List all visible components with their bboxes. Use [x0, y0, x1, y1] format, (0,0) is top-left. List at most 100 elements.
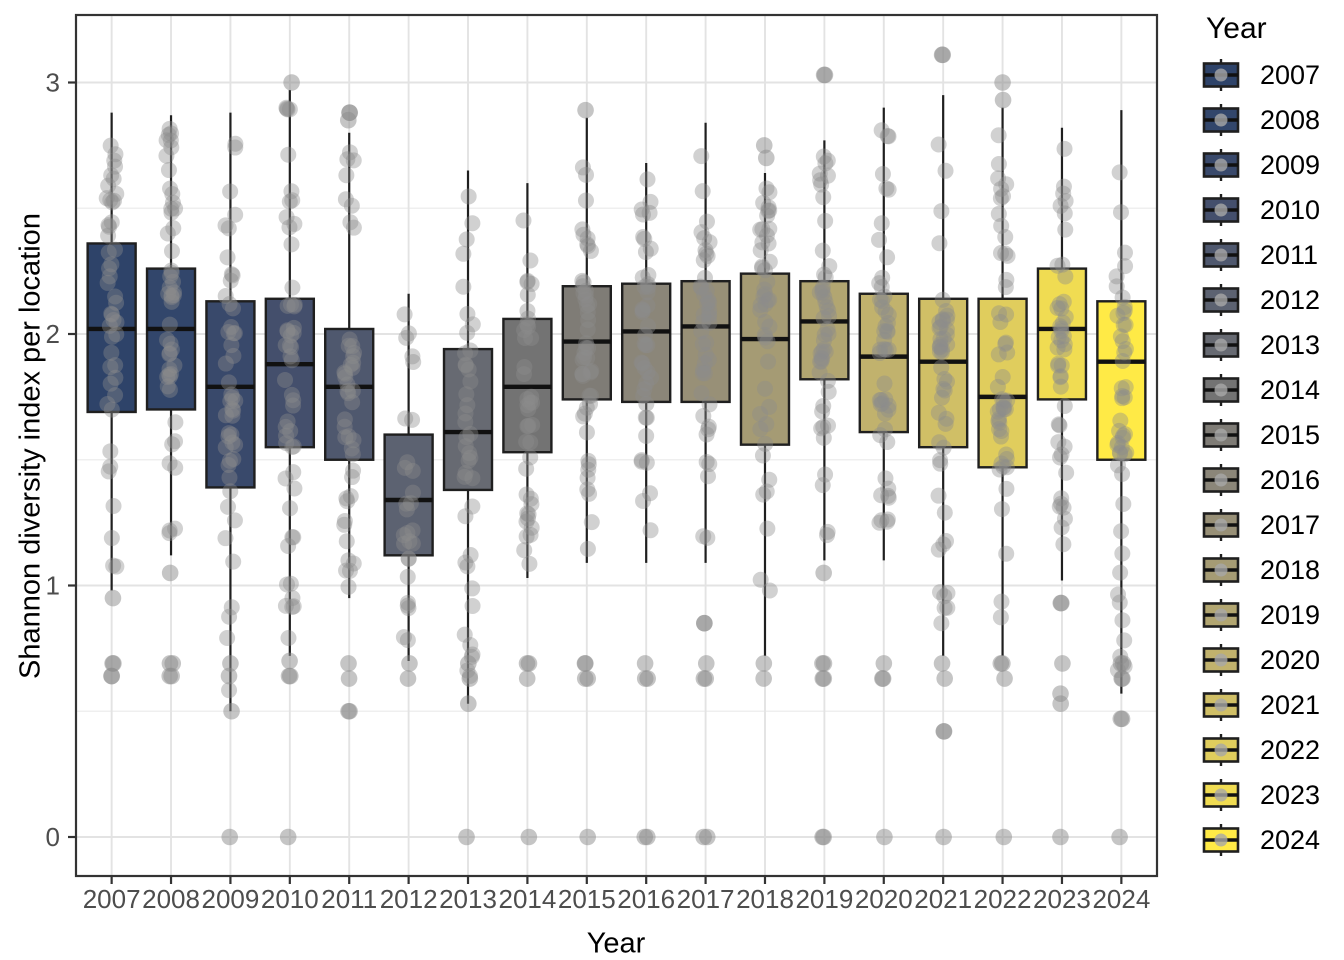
legend-item-label: 2009 — [1260, 150, 1321, 180]
legend-key-boxplot-icon — [1202, 779, 1240, 811]
legend-item-label: 2010 — [1260, 195, 1321, 225]
legend-key-boxplot-icon — [1202, 59, 1240, 91]
legend-item-2014: 2014 — [1202, 374, 1320, 406]
x-tick-label: 2024 — [1092, 884, 1150, 914]
boxplot-2012 — [383, 293, 434, 661]
legend-item-2022: 2022 — [1202, 734, 1320, 766]
jitter-points-2012 — [395, 306, 422, 687]
x-tick-label: 2014 — [498, 884, 556, 914]
legend-title: Year — [1206, 12, 1267, 45]
boxplot-2007 — [86, 112, 137, 591]
legend-key-boxplot-icon — [1202, 509, 1240, 541]
legend-key-boxplot-icon — [1202, 644, 1240, 676]
legend-key-boxplot-icon — [1202, 374, 1240, 406]
legend-key-boxplot-icon — [1202, 419, 1240, 451]
legend-item-2019: 2019 — [1202, 599, 1320, 631]
boxplot-2014 — [502, 183, 553, 578]
legend-item-label: 2019 — [1260, 600, 1321, 630]
x-tick-label: 2016 — [617, 884, 675, 914]
legend-item-label: 2011 — [1260, 240, 1319, 270]
jitter-points-2013 — [455, 188, 481, 846]
y-axis-title: Shannon diversity index per location — [14, 213, 47, 679]
jitter-points-2018 — [752, 137, 778, 687]
boxplot-2010 — [264, 90, 316, 656]
legend-item-2009: 2009 — [1202, 149, 1320, 181]
x-tick-label: 2019 — [795, 884, 853, 914]
jitter-points-2009 — [217, 135, 244, 846]
legend-item-2018: 2018 — [1202, 554, 1320, 586]
legend-item-label: 2015 — [1260, 420, 1321, 450]
boxplot-2013 — [442, 170, 494, 704]
x-tick-label: 2015 — [558, 884, 616, 914]
x-tick-label: 2013 — [439, 884, 497, 914]
jitter-points-2008 — [158, 120, 184, 685]
legend-item-2013: 2013 — [1202, 329, 1320, 361]
boxplot-2023 — [1036, 127, 1088, 581]
legend: Year 2007 2008 2009 2010 2011 2012 2013 2014 201… — [1196, 0, 1344, 960]
jitter-points-2022 — [989, 74, 1016, 846]
y-tick-label: 3 — [46, 68, 60, 98]
legend-item-2024: 2024 — [1202, 824, 1320, 856]
boxplot-2018 — [739, 173, 791, 656]
jitter-points-2014 — [515, 212, 541, 846]
jitter-points-2019 — [811, 66, 838, 846]
x-tick-label: 2023 — [1033, 884, 1091, 914]
legend-item-label: 2022 — [1260, 735, 1321, 765]
legend-item-label: 2012 — [1260, 285, 1321, 315]
x-tick-label: 2020 — [855, 884, 913, 914]
legend-key-boxplot-icon — [1202, 284, 1240, 316]
legend-item-label: 2007 — [1260, 60, 1321, 90]
boxplot-2020 — [858, 107, 909, 561]
legend-item-label: 2016 — [1260, 465, 1321, 495]
jitter-points-2023 — [1049, 140, 1075, 846]
y-tick-label: 2 — [46, 319, 60, 349]
x-tick-label: 2010 — [261, 884, 319, 914]
jitter-points-2021 — [930, 46, 956, 846]
legend-item-2016: 2016 — [1202, 464, 1320, 496]
x-tick-label: 2018 — [736, 884, 794, 914]
boxplot-2017 — [680, 122, 731, 563]
x-axis-title: Year — [586, 927, 646, 960]
legend-item-label: 2021 — [1260, 690, 1321, 720]
jitter-points-2016 — [633, 171, 660, 846]
legend-item-2023: 2023 — [1202, 779, 1320, 811]
legend-item-2020: 2020 — [1202, 644, 1320, 676]
legend-item-label: 2017 — [1260, 510, 1321, 540]
legend-item-2021: 2021 — [1202, 689, 1320, 721]
legend-key-boxplot-icon — [1202, 689, 1240, 721]
axes: 0 1 2 3 2007 2008 2009 2010 2011 2012 2013 2014 2015… — [46, 68, 1151, 915]
x-tick-label: 2007 — [83, 884, 141, 914]
boxplot-2011 — [324, 132, 375, 599]
jitter-points-2017 — [692, 148, 718, 846]
legend-item-label: 2020 — [1260, 645, 1321, 675]
boxplot-2016 — [620, 162, 672, 563]
legend-item-label: 2018 — [1260, 555, 1321, 585]
legend-item-2017: 2017 — [1202, 509, 1320, 541]
legend-item-label: 2024 — [1260, 825, 1321, 855]
jitter-points-2011 — [336, 104, 363, 720]
legend-item-2012: 2012 — [1202, 284, 1320, 316]
boxplot-2009 — [205, 112, 256, 712]
legend-key-boxplot-icon — [1202, 824, 1240, 856]
boxplot-2019 — [799, 140, 850, 561]
legend-item-label: 2008 — [1260, 105, 1321, 135]
jitter-points-2020 — [871, 122, 897, 846]
legend-item-2007: 2007 — [1202, 59, 1320, 91]
legend-item-2010: 2010 — [1202, 194, 1320, 226]
boxplot-2008 — [145, 115, 197, 556]
legend-key-boxplot-icon — [1202, 239, 1240, 271]
x-tick-label: 2021 — [914, 884, 972, 914]
legend-key-boxplot-icon — [1202, 149, 1240, 181]
legend-key-boxplot-icon — [1202, 194, 1240, 226]
jitter-points-2024 — [1108, 164, 1135, 846]
legend-key-boxplot-icon — [1202, 104, 1240, 136]
legend-item-label: 2013 — [1260, 330, 1321, 360]
y-tick-label: 0 — [46, 822, 60, 852]
legend-item-2015: 2015 — [1202, 419, 1320, 451]
legend-item-2011: 2011 — [1202, 239, 1318, 271]
x-tick-label: 2017 — [677, 884, 735, 914]
x-tick-label: 2009 — [202, 884, 260, 914]
legend-key-boxplot-icon — [1202, 599, 1240, 631]
